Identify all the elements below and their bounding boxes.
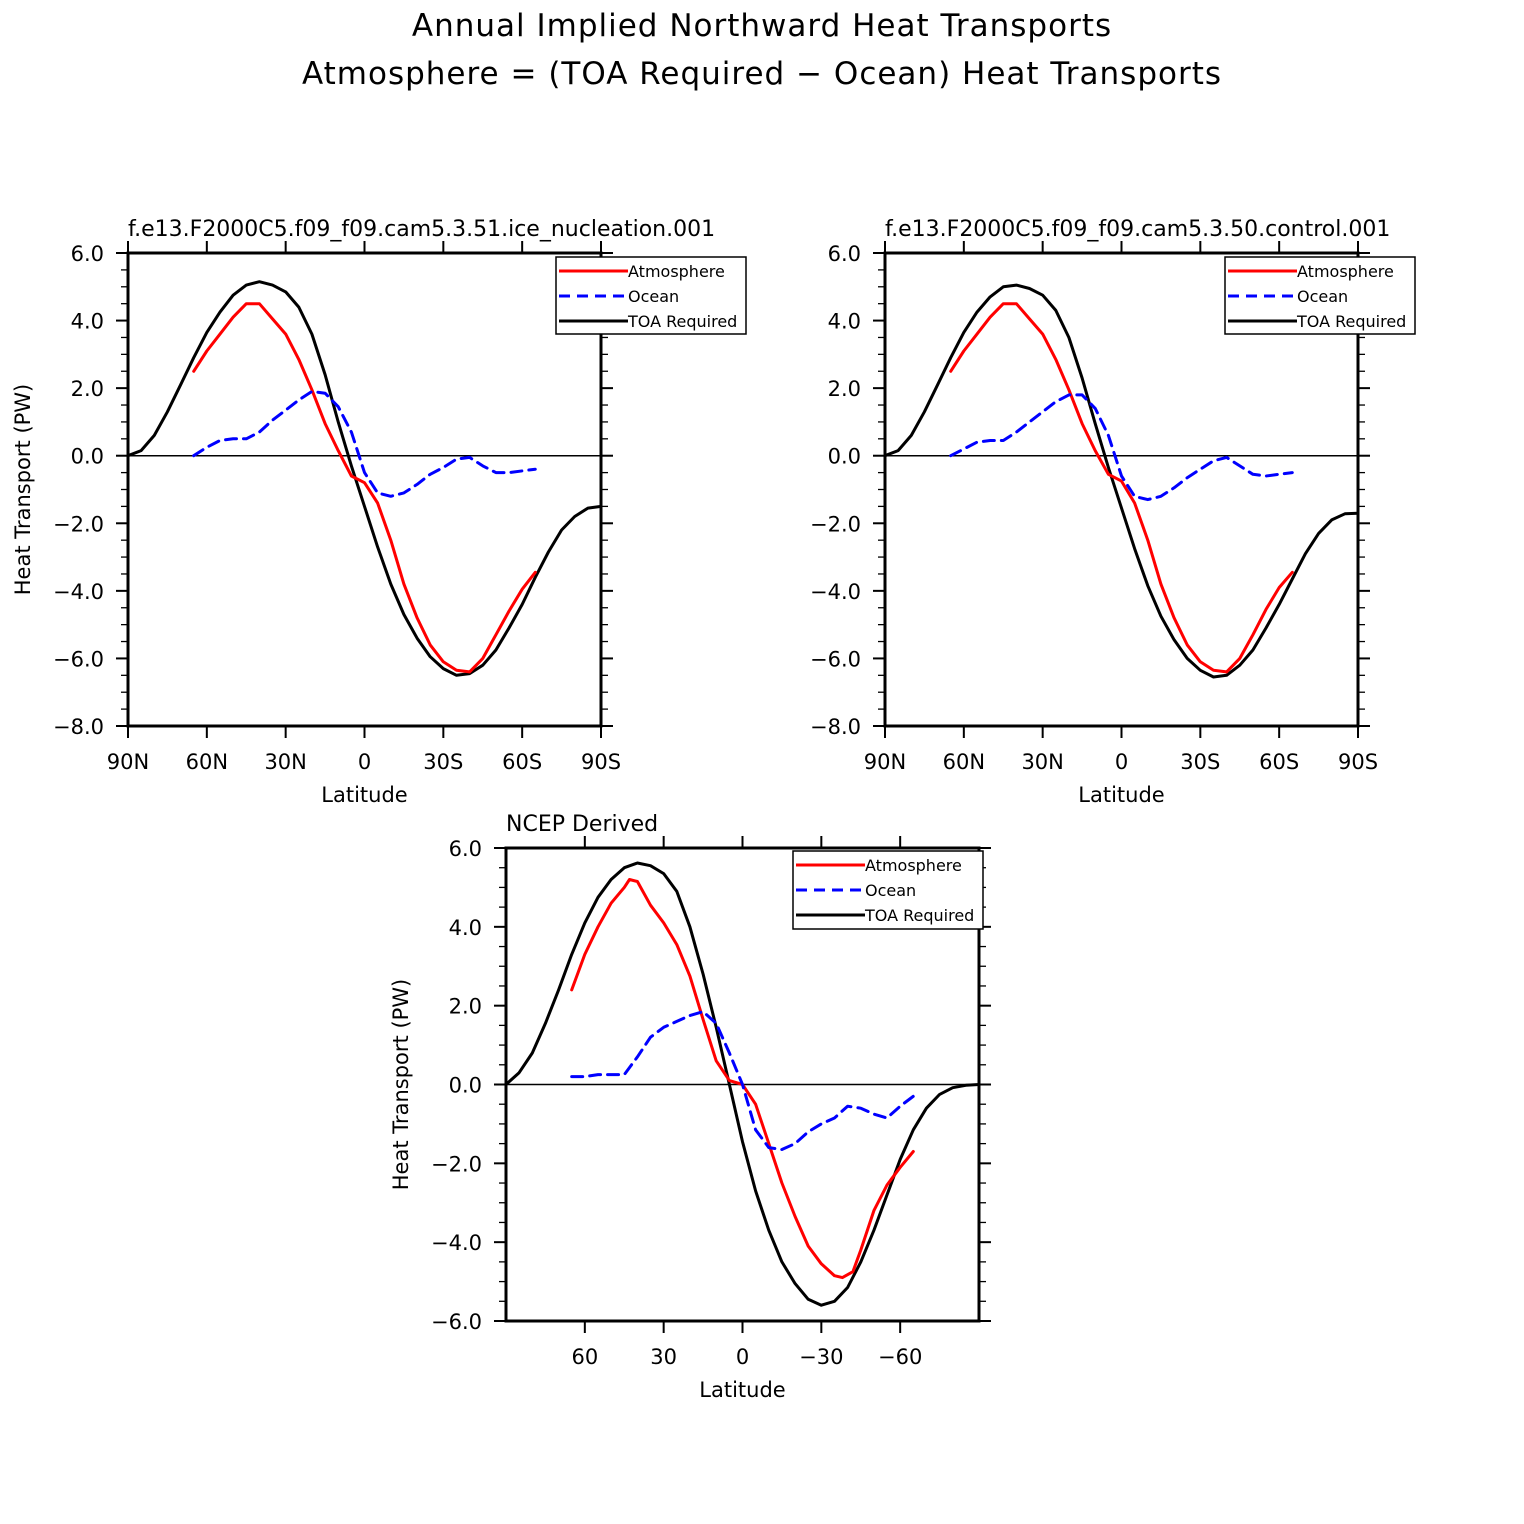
y-tick-label: 0.0 xyxy=(828,445,861,469)
legend-label-toa: TOA Required xyxy=(864,906,974,925)
x-tick-label: 90N xyxy=(107,750,149,774)
y-tick-label: −6.0 xyxy=(53,647,104,671)
legend-label-toa: TOA Required xyxy=(627,312,737,331)
figure-title-line1: Annual Implied Northward Heat Transports xyxy=(412,8,1112,44)
legend-label-atm: Atmosphere xyxy=(865,856,962,875)
x-tick-label: 60N xyxy=(943,750,985,774)
figure-title-line2: Atmosphere = (TOA Required − Ocean) Heat… xyxy=(302,56,1222,92)
x-tick-label: 90S xyxy=(581,750,621,774)
series-line-ocn xyxy=(192,390,537,498)
x-tick-label: 60S xyxy=(502,750,542,774)
y-tick-label: 2.0 xyxy=(71,377,104,401)
legend-label-atm: Atmosphere xyxy=(1297,262,1394,281)
legend-label-atm: Atmosphere xyxy=(628,262,725,281)
y-tick-label: −4.0 xyxy=(53,580,104,604)
y-tick-label: 4.0 xyxy=(828,310,861,334)
series-line-toa xyxy=(504,861,981,1307)
x-tick-label: −30 xyxy=(799,1345,843,1369)
plot-frame xyxy=(126,251,603,728)
y-tick-label: −4.0 xyxy=(431,1231,482,1255)
panel-title: f.e13.F2000C5.f09_f09.cam5.3.50.control.… xyxy=(885,217,1390,242)
x-tick-label: 30S xyxy=(423,750,463,774)
x-tick-label: 90S xyxy=(1338,750,1378,774)
y-tick-label: −2.0 xyxy=(810,512,861,536)
x-axis-label: Latitude xyxy=(699,1378,785,1402)
y-tick-label: −6.0 xyxy=(431,1310,482,1334)
y-tick-label: 0.0 xyxy=(449,1074,482,1098)
series-line-atm xyxy=(192,302,537,674)
y-axis-label: Heat Transport (PW) xyxy=(389,979,413,1191)
y-tick-label: −8.0 xyxy=(810,715,861,739)
x-tick-label: 0 xyxy=(736,1345,749,1369)
y-tick-label: 2.0 xyxy=(449,995,482,1019)
legend: Atmosphere Ocean TOA Required xyxy=(555,256,747,335)
y-tick-label: 4.0 xyxy=(71,310,104,334)
x-tick-label: 30 xyxy=(650,1345,677,1369)
legend-label-ocn: Ocean xyxy=(865,881,916,900)
y-tick-label: −2.0 xyxy=(431,1152,482,1176)
series-line-ocn xyxy=(949,393,1294,502)
x-tick-label: 0 xyxy=(358,750,371,774)
x-tick-label: 60 xyxy=(571,1345,598,1369)
x-axis-label: Latitude xyxy=(1078,783,1164,807)
x-tick-label: 60N xyxy=(186,750,228,774)
series-line-ocn xyxy=(570,1010,915,1151)
x-tick-label: 60S xyxy=(1259,750,1299,774)
y-tick-label: 0.0 xyxy=(71,445,104,469)
legend: Atmosphere Ocean TOA Required xyxy=(1224,256,1416,335)
legend: Atmosphere Ocean TOA Required xyxy=(792,850,984,930)
panel-title: NCEP Derived xyxy=(506,812,658,837)
legend-label-toa: TOA Required xyxy=(1296,312,1406,331)
y-tick-label: −6.0 xyxy=(810,647,861,671)
panel-title: f.e13.F2000C5.f09_f09.cam5.3.51.ice_nucl… xyxy=(128,217,715,242)
y-tick-label: 2.0 xyxy=(828,377,861,401)
legend-label-ocn: Ocean xyxy=(1297,287,1348,306)
x-tick-label: 30N xyxy=(264,750,306,774)
legend-label-ocn: Ocean xyxy=(628,287,679,306)
y-tick-label: 4.0 xyxy=(449,916,482,940)
y-tick-label: 6.0 xyxy=(828,242,861,266)
series-line-toa xyxy=(126,280,603,677)
y-tick-label: 6.0 xyxy=(449,837,482,861)
series-line-toa xyxy=(883,283,1360,679)
plot-frame xyxy=(504,846,981,1323)
series-line-atm xyxy=(949,302,1294,674)
x-tick-label: 30S xyxy=(1180,750,1220,774)
y-tick-label: −2.0 xyxy=(53,512,104,536)
x-tick-label: 0 xyxy=(1115,750,1128,774)
x-tick-label: 30N xyxy=(1021,750,1063,774)
y-axis-label: Heat Transport (PW) xyxy=(11,384,35,596)
series-line-atm xyxy=(570,878,915,1280)
x-tick-label: 90N xyxy=(864,750,906,774)
y-tick-label: 6.0 xyxy=(71,242,104,266)
panel-ice-nucleation: f.e13.F2000C5.f09_f09.cam5.3.51.ice_nucl… xyxy=(11,217,747,807)
panel-ncep-derived: NCEP Derived 6.0 4.0 2.0 0.0 −2.0 −4.0 −6.0 60 30… xyxy=(389,812,991,1402)
y-tick-label: −8.0 xyxy=(53,715,104,739)
plot-frame xyxy=(883,251,1360,728)
x-tick-label: −60 xyxy=(878,1345,922,1369)
panel-control: f.e13.F2000C5.f09_f09.cam5.3.50.control.… xyxy=(810,217,1416,807)
y-tick-label: −4.0 xyxy=(810,580,861,604)
x-axis-label: Latitude xyxy=(321,783,407,807)
